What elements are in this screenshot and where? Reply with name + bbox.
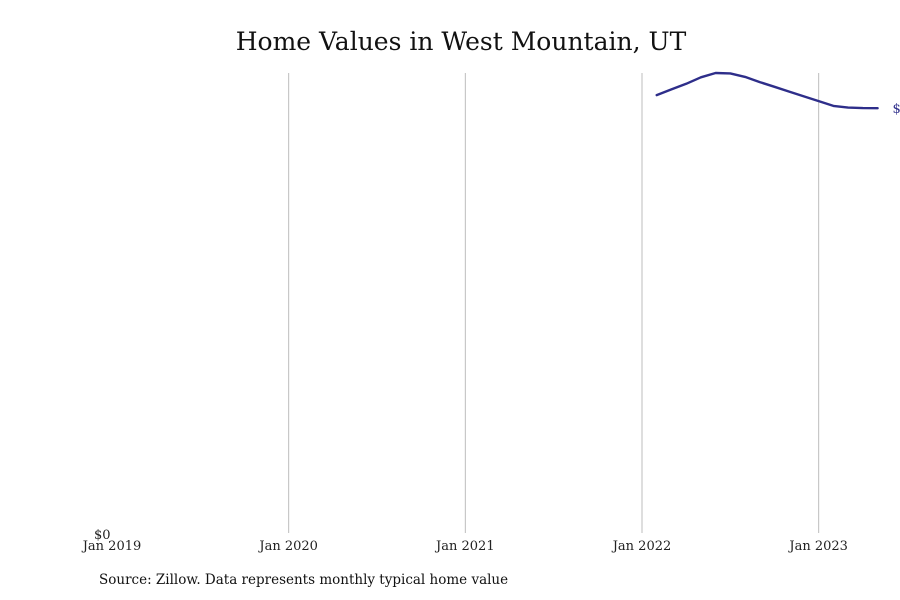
series-end-label: $981,765 <box>893 102 900 117</box>
gridlines <box>288 73 820 533</box>
source-note: Source: Zillow. Data represents monthly … <box>99 572 509 588</box>
x-tick-label: Jan 2022 <box>611 539 672 554</box>
x-tick-label: Jan 2023 <box>787 539 848 554</box>
series-layer: $981,765 <box>655 71 900 117</box>
x-tick-label: Jan 2021 <box>434 539 495 554</box>
y-axis-ticks: $0 <box>94 528 111 543</box>
series-line <box>655 71 879 110</box>
x-axis-ticks: Jan 2019 Jan 2020 Jan 2021 Jan 2022 Jan 2023 <box>81 539 848 554</box>
x-tick-label: Jan 2019 <box>81 539 142 554</box>
y-tick-label: $0 <box>94 528 111 543</box>
x-tick-label: Jan 2020 <box>257 539 318 554</box>
chart-title: Home Values in West Mountain, UT <box>235 27 687 56</box>
